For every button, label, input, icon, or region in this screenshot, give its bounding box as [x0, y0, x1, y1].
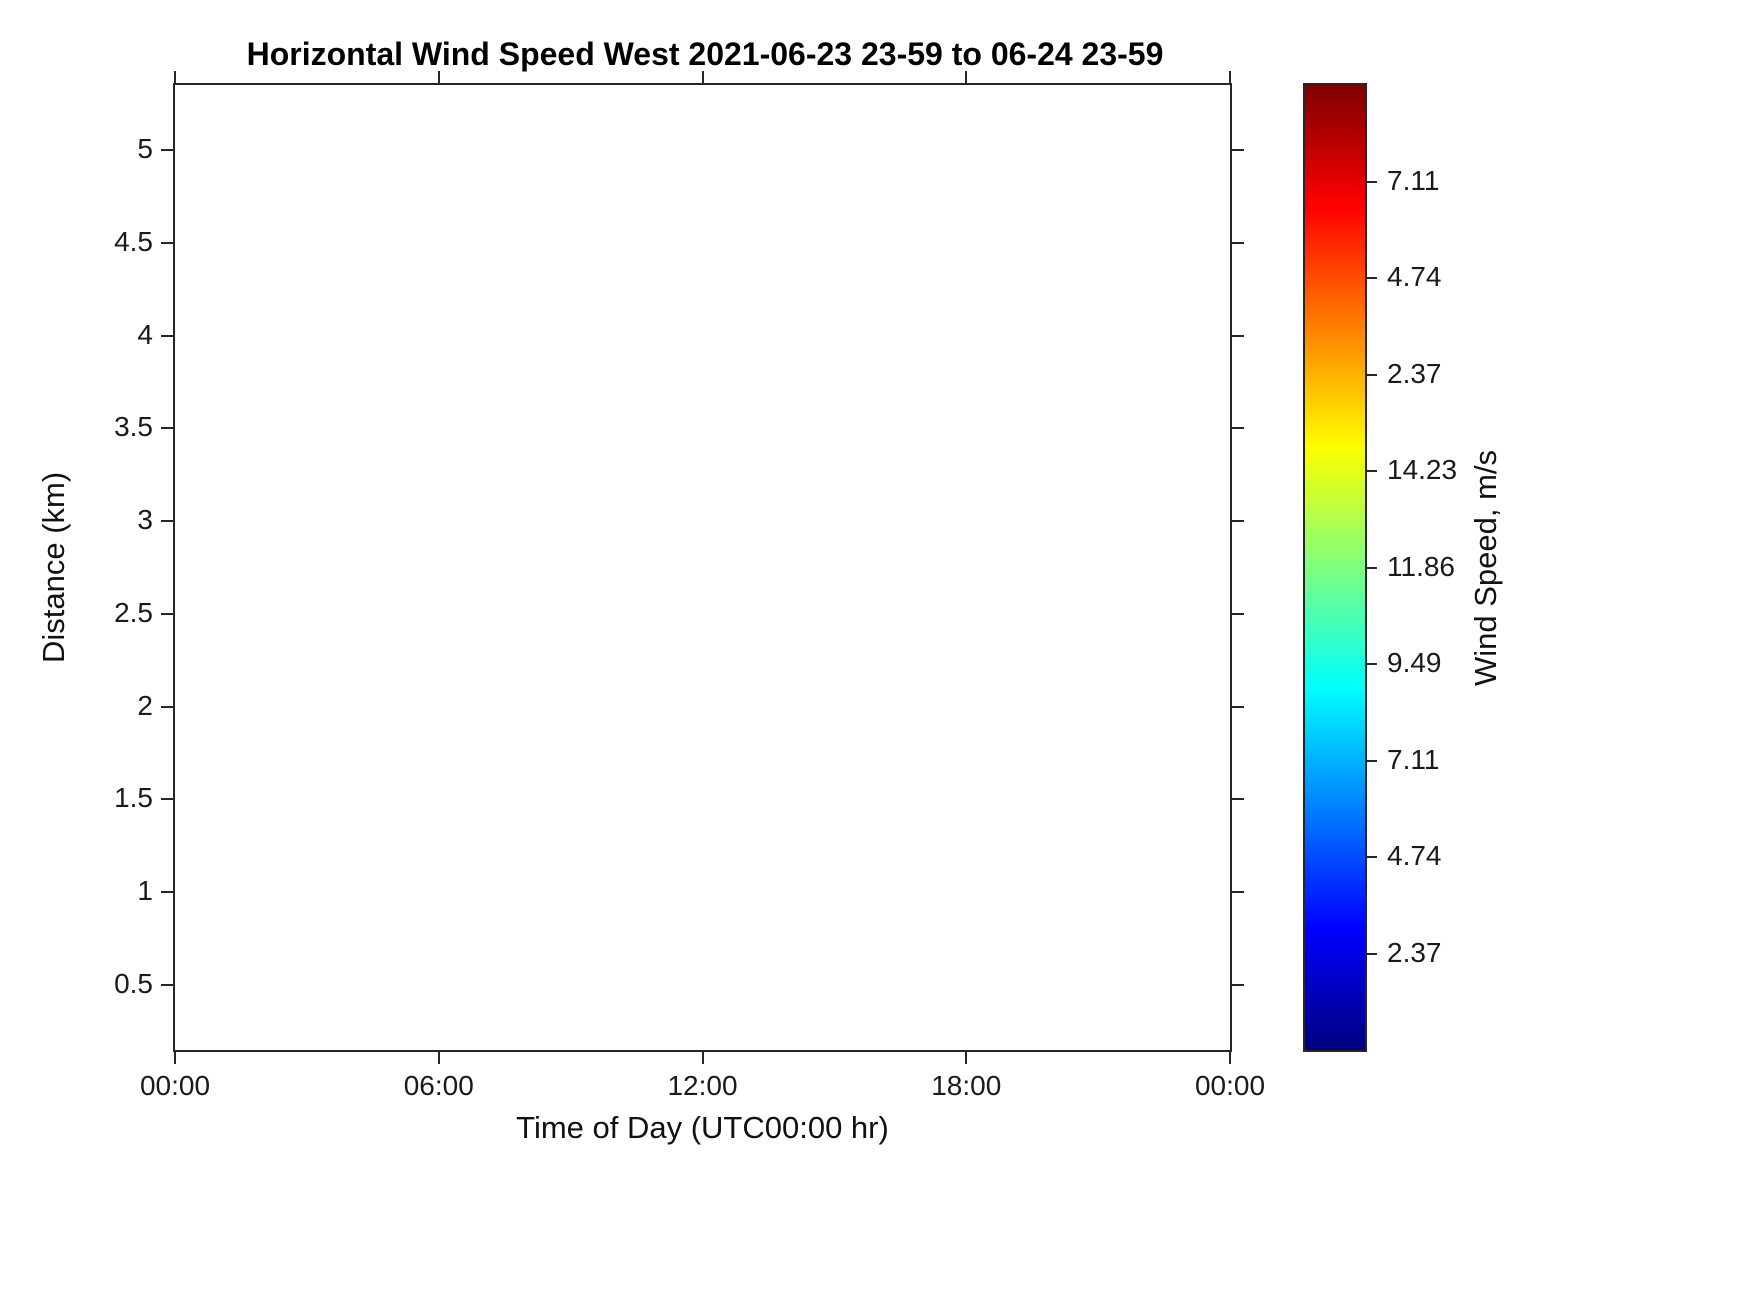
colorbar-tick-mark: [1367, 180, 1377, 183]
y-tick-label: 1.5: [114, 782, 153, 814]
x-tick-mark-top: [437, 71, 440, 83]
colorbar-frame: [1303, 83, 1367, 1052]
y-tick-label: 3.5: [114, 411, 153, 443]
colorbar-tick-label: 2.37: [1387, 936, 1442, 968]
x-tick-label: 12:00: [667, 1070, 738, 1101]
y-tick-mark: [161, 984, 173, 987]
y-tick-mark-right: [1232, 984, 1244, 987]
x-tick-label: 00:00: [139, 1070, 211, 1101]
colorbar-tick-label: 7.11: [1387, 743, 1440, 775]
x-tick-mark-top: [965, 71, 968, 83]
colorbar-tick-label: 4.74: [1387, 261, 1442, 292]
y-tick-label: 2: [137, 689, 153, 721]
plot-frame: [173, 83, 1232, 1052]
y-tick-mark-right: [1232, 612, 1244, 615]
colorbar-tick-mark: [1367, 856, 1377, 858]
y-tick-mark-right: [1232, 520, 1244, 523]
y-tick-label: 2.5: [114, 596, 153, 628]
colorbar-tick-label: 4.74: [1387, 840, 1442, 871]
x-axis-label: Time of Day (UTC00:00 hr): [516, 1110, 889, 1145]
y-tick-mark-right: [1232, 241, 1244, 244]
colorbar-tick-mark: [1367, 373, 1377, 376]
y-tick-label: 5: [137, 132, 153, 164]
y-tick-mark: [161, 891, 173, 894]
y-tick-label: 4.5: [114, 225, 153, 257]
y-tick-mark: [161, 798, 173, 801]
x-tick-label: 00:00: [1194, 1070, 1266, 1101]
colorbar-tick-mark: [1367, 566, 1377, 569]
x-tick-mark: [1229, 1052, 1231, 1064]
y-tick-mark: [161, 612, 173, 615]
y-tick-mark: [161, 334, 173, 337]
y-tick-mark: [161, 148, 173, 151]
y-tick-mark: [161, 241, 173, 244]
x-tick-mark-top: [701, 71, 704, 83]
colorbar-tick-label: 11.86: [1387, 550, 1455, 582]
y-tick-label: 4: [137, 318, 153, 350]
y-tick-mark-right: [1232, 891, 1244, 894]
x-tick-mark: [437, 1052, 440, 1064]
y-tick-label: 3: [137, 504, 153, 536]
x-tick-mark-top: [1229, 71, 1231, 83]
y-tick-mark-right: [1232, 148, 1244, 151]
colorbar-gradient: [1305, 85, 1365, 1050]
colorbar-tick-mark: [1367, 759, 1377, 762]
colorbar-tick-mark: [1367, 663, 1377, 665]
colorbar-tick-label: 9.49: [1387, 647, 1442, 678]
y-tick-mark-right: [1232, 798, 1244, 801]
colorbar-tick-mark: [1367, 952, 1377, 955]
y-tick-mark: [161, 427, 173, 430]
colorbar-tick-label: 7.11: [1387, 164, 1440, 196]
y-tick-label: 0.5: [114, 968, 153, 1000]
colorbar-tick-label: 14.23: [1387, 454, 1458, 485]
x-tick-label: 18:00: [931, 1070, 1002, 1101]
x-tick-mark: [174, 1052, 176, 1064]
y-tick-label: 1: [137, 875, 153, 907]
y-tick-mark: [161, 520, 173, 523]
x-tick-label: 06:00: [403, 1070, 474, 1101]
y-tick-mark-right: [1232, 334, 1244, 337]
colorbar-tick-label: 2.37: [1387, 357, 1442, 389]
x-tick-mark: [701, 1052, 704, 1064]
y-tick-mark-right: [1232, 705, 1244, 708]
colorbar-tick-mark: [1367, 470, 1377, 472]
colorbar-tick-mark: [1367, 277, 1377, 279]
chart-title: Horizontal Wind Speed West 2021-06-23 23…: [246, 36, 1164, 72]
y-tick-mark-right: [1232, 427, 1244, 430]
y-tick-mark: [161, 705, 173, 708]
x-tick-mark: [965, 1052, 968, 1064]
colorbar-label: Wind Speed, m/s: [1468, 449, 1503, 686]
x-tick-mark-top: [174, 71, 176, 83]
